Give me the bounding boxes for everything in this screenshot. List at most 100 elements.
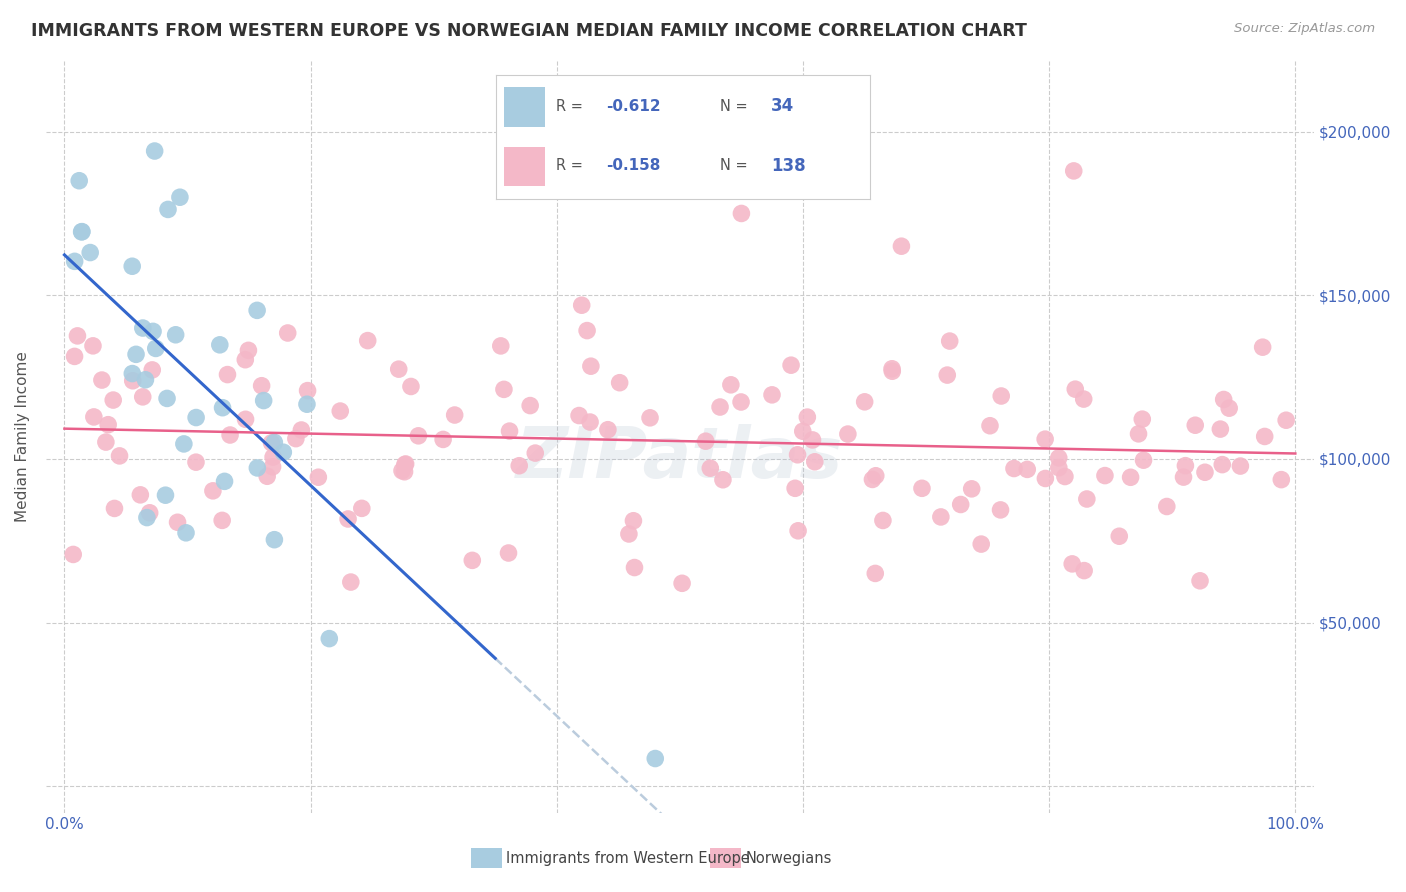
Point: [1033, 432, 1056, 446]
Point: [90, 373, 112, 387]
Point: [238, 343, 260, 358]
Point: [1275, 413, 1298, 427]
Point: [623, 560, 645, 574]
Point: [217, 368, 239, 382]
Point: [235, 412, 257, 426]
Point: [83, 409, 105, 424]
Point: [184, 455, 207, 469]
Point: [391, 464, 413, 478]
Point: [350, 501, 373, 516]
Point: [277, 326, 299, 340]
Point: [138, 506, 160, 520]
Point: [295, 397, 318, 411]
Point: [730, 395, 752, 409]
Point: [761, 388, 783, 402]
Point: [617, 527, 640, 541]
Point: [1073, 392, 1095, 406]
Point: [524, 446, 547, 460]
Point: [990, 503, 1012, 517]
Point: [253, 393, 276, 408]
Point: [408, 429, 430, 443]
Point: [156, 202, 179, 217]
Text: Norwegians: Norwegians: [745, 851, 831, 865]
Text: Source: ZipAtlas.com: Source: ZipAtlas.com: [1234, 22, 1375, 36]
Point: [340, 575, 363, 590]
Point: [169, 190, 191, 204]
Text: ZIPatlas: ZIPatlas: [516, 425, 844, 493]
Point: [1035, 471, 1057, 485]
Point: [801, 433, 824, 447]
Point: [173, 437, 195, 451]
Point: [1063, 164, 1085, 178]
Point: [70, 225, 93, 239]
Point: [62, 548, 84, 562]
Point: [184, 410, 207, 425]
Point: [1209, 422, 1232, 436]
Point: [443, 408, 465, 422]
Point: [1130, 412, 1153, 426]
Point: [461, 553, 484, 567]
Point: [576, 324, 599, 338]
Point: [865, 468, 887, 483]
Point: [1076, 491, 1098, 506]
Point: [134, 373, 156, 387]
Point: [787, 524, 810, 538]
Point: [938, 334, 960, 348]
Point: [568, 409, 591, 423]
Point: [699, 461, 721, 475]
Point: [129, 488, 152, 502]
Point: [1211, 458, 1233, 472]
Point: [1254, 429, 1277, 443]
Point: [492, 383, 515, 397]
Point: [1184, 418, 1206, 433]
Point: [623, 514, 645, 528]
Point: [142, 324, 165, 338]
Point: [709, 400, 731, 414]
Point: [1229, 458, 1251, 473]
Point: [250, 378, 273, 392]
Point: [399, 379, 422, 393]
Point: [929, 510, 952, 524]
Point: [143, 144, 166, 158]
Point: [571, 298, 593, 312]
Point: [1194, 465, 1216, 479]
Point: [214, 475, 236, 489]
Point: [1017, 462, 1039, 476]
Point: [63, 350, 86, 364]
Point: [970, 537, 993, 551]
Point: [837, 427, 859, 442]
Point: [489, 339, 512, 353]
Point: [256, 469, 278, 483]
Point: [949, 498, 972, 512]
Point: [671, 576, 693, 591]
Point: [1156, 500, 1178, 514]
Point: [211, 513, 233, 527]
Point: [260, 435, 283, 450]
Point: [1132, 453, 1154, 467]
Point: [990, 389, 1012, 403]
Point: [1174, 458, 1197, 473]
Point: [1270, 473, 1292, 487]
Point: [70, 225, 93, 239]
Point: [297, 384, 319, 398]
Point: [201, 483, 224, 498]
Point: [132, 321, 155, 335]
Point: [862, 473, 884, 487]
Point: [960, 482, 983, 496]
Point: [121, 259, 143, 273]
Point: [290, 423, 312, 437]
Point: [263, 533, 285, 547]
Point: [498, 424, 520, 438]
Point: [246, 303, 269, 318]
Point: [644, 751, 666, 765]
Point: [880, 361, 903, 376]
Point: [432, 433, 454, 447]
Y-axis label: Median Family Income: Median Family Income: [15, 351, 30, 522]
Point: [135, 510, 157, 524]
Point: [1173, 470, 1195, 484]
Point: [141, 363, 163, 377]
Point: [1212, 392, 1234, 407]
Text: IMMIGRANTS FROM WESTERN EUROPE VS NORWEGIAN MEDIAN FAMILY INCOME CORRELATION CHA: IMMIGRANTS FROM WESTERN EUROPE VS NORWEG…: [31, 22, 1026, 40]
Point: [284, 432, 307, 446]
Point: [1002, 461, 1025, 475]
